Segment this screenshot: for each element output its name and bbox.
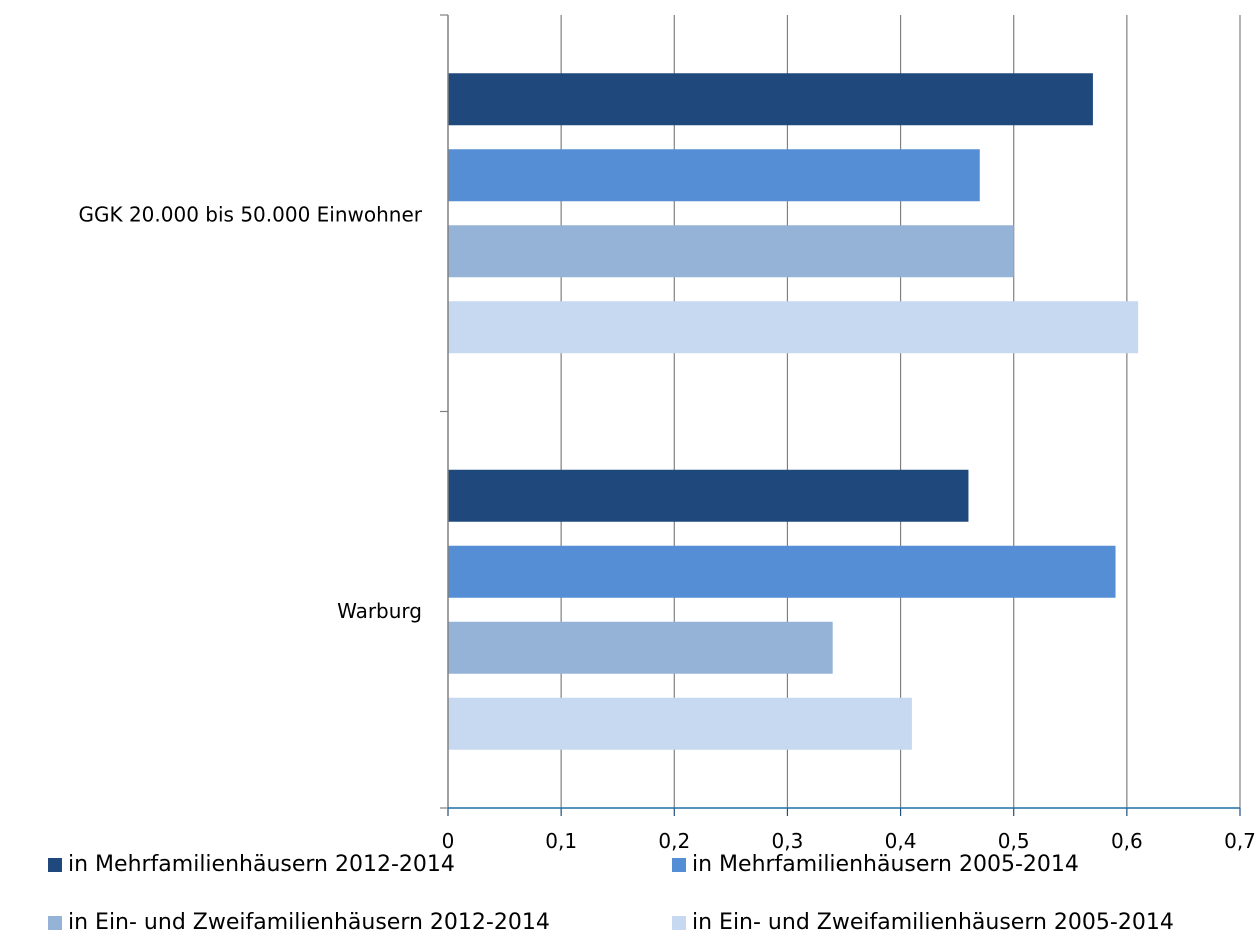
- axes: [440, 14, 1241, 816]
- x-tick-label: 0,1: [545, 829, 577, 853]
- x-tick-label: 0,7: [1224, 829, 1256, 853]
- bar: [448, 301, 1139, 354]
- x-tick-label: 0,5: [998, 829, 1030, 853]
- x-tick-labels: 0 0,1 0,2 0,3 0,4 0,5 0,6 0,7: [442, 829, 1256, 853]
- bar: [448, 545, 1116, 598]
- x-tick-label: 0: [442, 829, 455, 853]
- bars: [448, 73, 1139, 750]
- x-tick-label: 0,3: [772, 829, 804, 853]
- bar: [448, 225, 1014, 278]
- category-labels: GGK 20.000 bis 50.000 Einwohner Warburg: [78, 202, 422, 623]
- bar: [448, 469, 969, 522]
- x-tick-label: 0,2: [658, 829, 690, 853]
- gridlines: [560, 15, 1241, 808]
- x-tick-label: 0,4: [885, 829, 917, 853]
- bar: [448, 621, 833, 674]
- category-label: Warburg: [337, 599, 422, 623]
- category-label: GGK 20.000 bis 50.000 Einwohner: [78, 202, 422, 226]
- bar: [448, 149, 980, 202]
- x-tick-label: 0,6: [1111, 829, 1143, 853]
- bar: [448, 73, 1093, 126]
- bar: [448, 697, 912, 750]
